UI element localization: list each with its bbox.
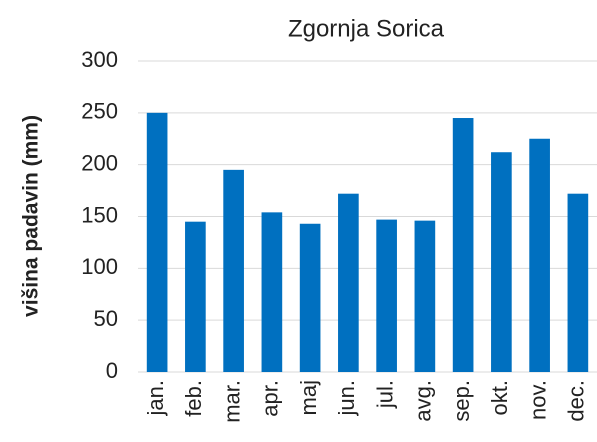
y-axis-label: višina padavin (mm): [20, 115, 43, 317]
bar: [529, 138, 550, 372]
x-tick-label: jun.: [334, 380, 359, 416]
x-tick-label: okt.: [487, 380, 512, 415]
bar: [261, 212, 283, 372]
y-tick-label: 300: [81, 47, 118, 72]
x-tick-label: maj: [296, 380, 321, 415]
x-tick-label: feb.: [181, 380, 206, 417]
bar: [567, 193, 589, 372]
y-tick-label: 200: [81, 150, 118, 175]
bar: [491, 152, 512, 372]
x-tick-label: dec.: [564, 380, 589, 422]
y-tick-label: 150: [81, 202, 118, 227]
y-tick-label: 0: [106, 358, 118, 383]
bar: [185, 221, 206, 372]
y-tick-label: 100: [81, 254, 118, 279]
bar: [146, 112, 168, 372]
x-tick-label: apr.: [258, 380, 283, 417]
x-tick-label: jul.: [372, 380, 397, 409]
bar: [452, 118, 474, 373]
bar: [376, 219, 397, 372]
bar: [414, 220, 436, 372]
bar: [299, 223, 321, 372]
chart-title: Zgornja Sorica: [288, 15, 445, 42]
bar: [223, 169, 244, 372]
x-tick-label: sep.: [449, 380, 474, 422]
y-tick-label: 250: [81, 99, 118, 124]
bar: [338, 193, 359, 372]
x-tick-label: avg.: [411, 380, 436, 422]
y-tick-label: 50: [94, 306, 118, 331]
x-tick-label: nov.: [525, 380, 550, 420]
x-tick-label: jan.: [143, 380, 168, 416]
x-tick-label: mar.: [219, 380, 244, 423]
